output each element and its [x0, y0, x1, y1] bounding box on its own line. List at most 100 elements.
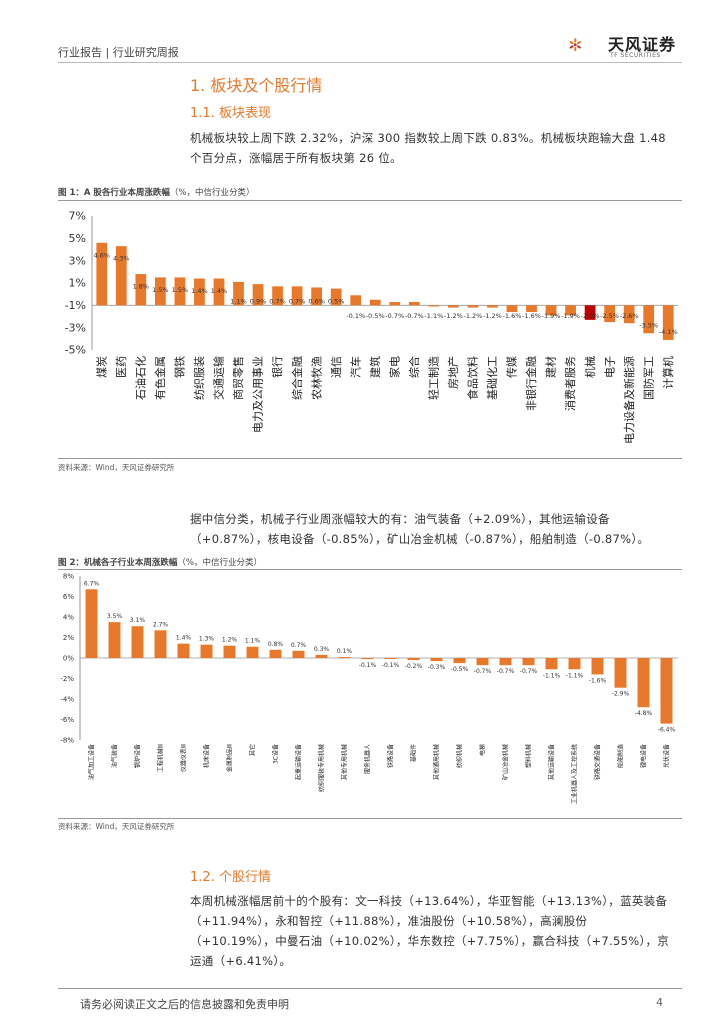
category-label: 金属制品Ⅲ	[226, 744, 234, 772]
bar	[135, 274, 147, 306]
category-label: 光伏设备	[663, 744, 671, 768]
bar	[96, 242, 108, 306]
bar	[315, 654, 328, 658]
bar-value-label: -0.7%	[497, 668, 515, 675]
bar	[213, 278, 225, 306]
bar-value-label: 1.1%	[245, 638, 261, 645]
bar-value-label: -2.3%	[581, 312, 600, 320]
bar-value-label: -0.1%	[382, 662, 400, 669]
category-label: 电力设备及新能源	[622, 356, 636, 444]
figure1-bottom-rule	[58, 458, 682, 459]
bar	[499, 658, 512, 666]
figure1-title-main: 图 1：A 股各行业本周涨跌幅	[58, 188, 170, 198]
category-label: 食品饮料	[466, 356, 480, 400]
category-label: 电梯	[479, 744, 487, 756]
bar	[428, 305, 440, 307]
category-label: 煤炭	[95, 356, 108, 378]
figure2-title-main: 图 2：机械各子行业本周涨跌幅	[58, 558, 178, 568]
bar	[384, 658, 397, 660]
bar	[447, 305, 459, 308]
bar	[292, 650, 305, 658]
bar-value-label: -0.5%	[451, 666, 469, 673]
category-label: 基础化工	[485, 356, 499, 400]
bar	[194, 278, 205, 306]
category-label: 钢铁	[174, 356, 187, 378]
figure1-source: 资料来源：Wind，天风证券研究所	[58, 463, 175, 472]
bar	[246, 646, 259, 658]
figure1-title: 图 1：A 股各行业本周涨跌幅（%，中信行业分类）	[58, 186, 255, 198]
tf-logo-icon	[569, 38, 581, 52]
logo-text: 天风证券	[608, 35, 677, 54]
bar-value-label: -1.2%	[463, 312, 482, 320]
category-label: 铁路设备	[387, 744, 395, 768]
bar	[233, 281, 244, 306]
bar	[522, 658, 535, 666]
figure1-title-unit: （%，中信行业分类）	[169, 188, 255, 198]
bar	[565, 305, 576, 316]
bar	[115, 246, 127, 306]
category-label: 油气装备	[111, 744, 119, 768]
bar	[350, 295, 362, 306]
category-label: 汽车	[348, 356, 362, 378]
header-rule	[58, 62, 682, 63]
figure2-title-unit: （%，中信行业分类）	[177, 558, 262, 568]
subsection-title: 1.1. 板块表现	[190, 106, 271, 121]
category-label: 仪器仪表Ⅲ	[180, 744, 188, 772]
bar-value-label: 1.4%	[191, 287, 208, 295]
category-label: 综合	[407, 356, 421, 378]
paragraph-sector-performance: 机械板块较上周下跌 2.32%，沪深 300 指数较上周下跌 0.83%。机械板…	[190, 131, 666, 165]
bar	[291, 286, 303, 306]
bar-value-label: 0.3%	[314, 646, 330, 653]
category-label: 建材	[544, 356, 558, 378]
bar	[568, 658, 581, 670]
footer-disclaimer: 请务必阅读正文之后的信息披露和免责申明	[80, 998, 289, 1011]
bar	[545, 658, 558, 670]
bar	[108, 622, 121, 658]
y-tick-label: 5%	[69, 232, 86, 245]
category-label: 船舶制造	[617, 744, 625, 768]
bar	[200, 644, 213, 658]
bar-value-label: -0.7%	[474, 668, 492, 675]
bar-value-label: -1.9%	[542, 312, 561, 320]
bar	[430, 658, 443, 662]
bar-value-label: 1.1%	[230, 297, 247, 305]
bar-value-label: 1.4%	[211, 287, 228, 295]
bar-value-label: 6.7%	[84, 580, 100, 587]
category-label: 锂电设备	[640, 744, 648, 768]
bar-value-label: -1.1%	[424, 312, 443, 320]
y-tick-label: -8%	[60, 736, 74, 744]
y-tick-label: -1%	[65, 299, 86, 312]
subsection-title-stocks: 1.2. 个股行情	[190, 870, 271, 885]
bar	[361, 658, 374, 660]
bar	[177, 643, 190, 658]
figure2-chart: 8% 6% 4% 2% 0% -2% -4% -6% -8% 6.7% 油气加工设备 3.5% 油气装备…	[60, 572, 678, 804]
figure1-chart: 7% 5% 3% 1% -1% -3% -5% 4.6% 煤炭 4.3% 医药 1.8% 石油石化 1.5…	[65, 210, 678, 444]
bar	[369, 299, 381, 306]
category-label: 非银行金融	[524, 356, 538, 411]
bar-value-label: 3.1%	[130, 617, 146, 624]
y-tick-label: -4%	[60, 695, 74, 703]
y-tick-label: 2%	[63, 634, 74, 642]
bar-value-label: 0.9%	[250, 297, 267, 305]
bar	[591, 658, 604, 675]
bar	[506, 305, 518, 313]
bar	[174, 277, 186, 306]
section-title: 1. 板块及个股行情	[190, 76, 323, 95]
category-label: 轻工制造	[427, 356, 441, 400]
category-label: 油气加工设备	[88, 744, 96, 780]
category-label: 铁路交通设备	[594, 744, 602, 780]
bar	[131, 626, 144, 658]
bar-value-label: -0.3%	[428, 664, 446, 671]
category-label: 通信	[330, 356, 343, 378]
bar-value-label: 1.5%	[152, 286, 169, 294]
bar	[526, 305, 537, 313]
y-tick-label: 1%	[69, 277, 86, 290]
category-label: 计算机	[661, 356, 675, 389]
category-label: 其他运输设备	[548, 744, 556, 780]
bar-value-label: 1.8%	[133, 283, 150, 291]
bar	[330, 288, 342, 306]
bar-value-label: 0.6%	[308, 297, 325, 305]
category-label: 建筑	[368, 356, 382, 378]
bar-value-label: -1.1%	[543, 672, 561, 679]
bar-value-label: 4.6%	[94, 251, 111, 259]
